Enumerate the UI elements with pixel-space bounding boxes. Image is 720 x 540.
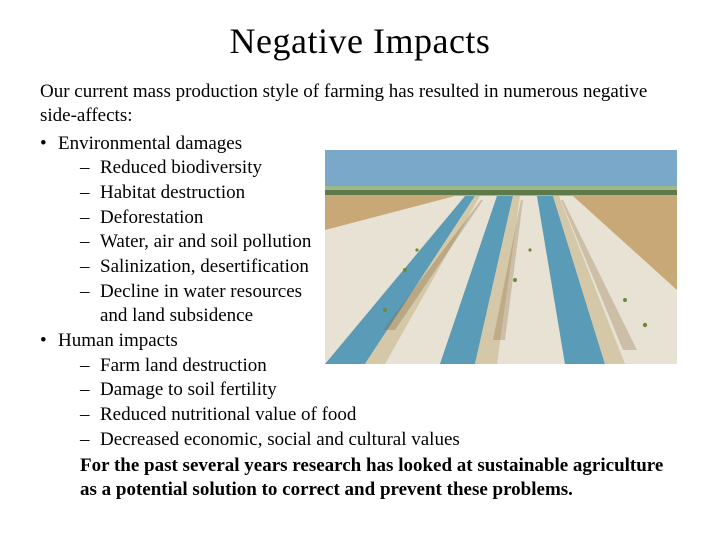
list-item: Decline in water resources and land subs…: [40, 280, 320, 329]
intro-text: Our current mass production style of far…: [40, 80, 680, 128]
field-illustration: [325, 150, 677, 364]
list-item-text: Decline in water resources and land subs…: [100, 281, 302, 327]
irrigation-field-photo: [325, 150, 677, 364]
slide-title: Negative Impacts: [40, 20, 680, 62]
slide-container: Negative Impacts Our current mass produc…: [0, 0, 720, 540]
list-item: Damage to soil fertility: [40, 378, 680, 403]
closing-text: For the past several years research has …: [40, 454, 680, 502]
list-item: Reduced nutritional value of food: [40, 403, 680, 428]
list-item: Decreased economic, social and cultural …: [40, 428, 680, 453]
